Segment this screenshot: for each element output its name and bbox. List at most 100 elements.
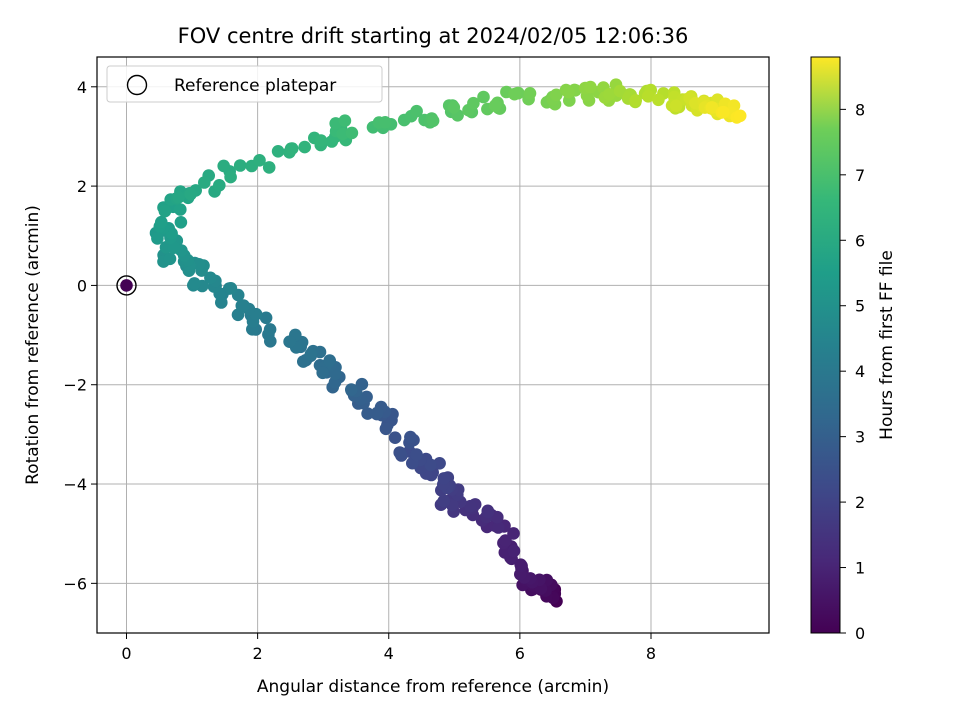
data-point (641, 90, 655, 103)
data-point (467, 96, 480, 110)
legend-label: Reference platepar (174, 76, 336, 96)
y-axis-ticks: −6 −4 −2 0 2 4 (63, 78, 97, 593)
plot-frame (96, 56, 770, 634)
data-point (204, 271, 217, 285)
data-point (514, 558, 527, 571)
colorbar: 0 1 2 3 4 5 6 7 8 Hours from first FF file (810, 56, 897, 643)
data-point (613, 84, 627, 98)
colorbar-tick-label: 4 (855, 362, 865, 381)
data-point (426, 114, 440, 128)
data-point (733, 109, 747, 123)
data-point (492, 521, 505, 534)
data-point (184, 187, 197, 201)
data-point (198, 176, 211, 189)
data-point (163, 252, 177, 266)
data-point (507, 544, 521, 558)
data-point (507, 527, 520, 540)
data-point (584, 80, 597, 94)
data-point (437, 494, 451, 508)
legend: Reference platepar (106, 65, 383, 103)
colorbar-tick-label: 1 (855, 559, 865, 578)
x-tick-label: 0 (121, 644, 131, 663)
data-point (237, 299, 250, 312)
x-tick-label: 4 (384, 644, 394, 663)
data-point (283, 335, 296, 349)
data-point (361, 407, 374, 420)
data-point (404, 430, 417, 444)
data-point (393, 446, 407, 459)
y-axis-label: Rotation from reference (arcmin) (23, 205, 43, 485)
data-point (158, 204, 172, 218)
data-point (338, 114, 352, 127)
data-point (217, 159, 230, 173)
legend-box (106, 65, 383, 103)
data-point (172, 191, 185, 204)
data-point (488, 99, 502, 112)
data-point (262, 161, 276, 174)
data-point (167, 241, 181, 254)
data-point (314, 134, 328, 147)
data-point (437, 472, 451, 485)
data-point (316, 366, 330, 380)
data-point (424, 458, 438, 472)
data-point (224, 170, 237, 184)
y-tick-label: −6 (63, 574, 87, 593)
data-point (174, 216, 188, 229)
data-point (410, 104, 423, 118)
colorbar-tick-label: 7 (855, 166, 865, 185)
reference-marker (116, 275, 137, 296)
data-point (253, 154, 266, 167)
data-point (464, 499, 477, 513)
colorbar-tick-label: 8 (855, 100, 865, 119)
data-point (388, 431, 402, 445)
x-tick-label: 6 (515, 644, 525, 663)
colorbar-tick-label: 5 (855, 297, 865, 316)
colorbar-label: Hours from first FF file (877, 250, 897, 440)
data-point (188, 277, 201, 290)
data-point (304, 348, 318, 361)
data-point (213, 179, 226, 192)
data-point (271, 145, 285, 158)
colorbar-tick-label: 6 (855, 231, 865, 250)
y-tick-label: 4 (77, 78, 87, 97)
colorbar-ticks: 0 1 2 3 4 5 6 7 8 (840, 100, 865, 643)
grid-lines (97, 57, 769, 633)
data-point (410, 448, 423, 461)
data-point (192, 258, 206, 271)
data-point (523, 87, 537, 100)
data-point (477, 90, 490, 104)
data-point (378, 116, 392, 129)
colorbar-tick-label: 0 (855, 624, 865, 643)
y-tick-label: −2 (63, 376, 87, 395)
data-point (669, 99, 683, 113)
data-point (717, 105, 730, 119)
y-tick-label: −4 (63, 475, 87, 494)
x-tick-label: 2 (253, 644, 263, 663)
data-point (603, 88, 616, 101)
data-point (298, 140, 312, 154)
colorbar-gradient (810, 56, 841, 634)
data-point (155, 215, 168, 229)
data-point (285, 142, 299, 155)
chart-title: FOV centre drift starting at 2024/02/05 … (178, 24, 689, 48)
x-axis-ticks: 0 2 4 6 8 (121, 633, 656, 663)
data-points (149, 78, 747, 608)
data-point (508, 87, 521, 101)
data-point (259, 311, 273, 325)
colorbar-tick-label: 2 (855, 493, 865, 512)
data-point (151, 232, 164, 245)
data-point (379, 422, 393, 436)
colorbar-tick-label: 3 (855, 428, 865, 447)
data-point (550, 88, 563, 102)
reference-point (120, 279, 133, 292)
y-tick-label: 0 (77, 276, 87, 295)
data-point (263, 323, 277, 336)
data-point (491, 510, 504, 524)
x-axis-label: Angular distance from reference (arcmin) (257, 677, 609, 697)
data-point (224, 282, 238, 295)
y-tick-label: 2 (77, 177, 87, 196)
data-point (323, 354, 337, 367)
data-point (447, 101, 461, 114)
data-point (629, 94, 642, 107)
